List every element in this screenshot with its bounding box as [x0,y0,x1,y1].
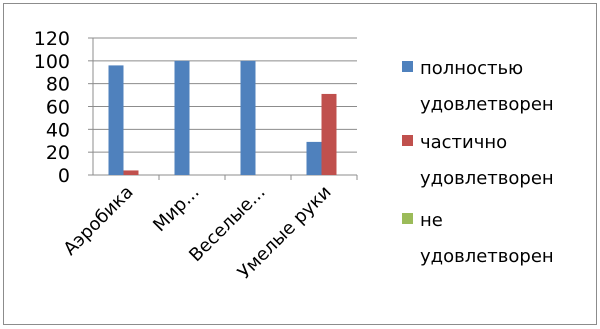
bar-2-1 [123,170,139,175]
legend-swatch-3 [402,213,413,224]
y-tick-label-80: 80 [46,74,70,96]
bar-1-3 [240,60,256,176]
legend-label-3-line-1: не [420,210,443,231]
legend-label-1-line-1: полностью [420,58,523,79]
y-tick-label-20: 20 [46,142,70,164]
legend-label-1-line-2: удовлетворен [420,94,554,115]
y-tick-label-100: 100 [34,51,70,73]
bar-2-4 [321,93,337,175]
y-tick-label-120: 120 [34,28,70,50]
y-tick-label-40: 40 [46,119,70,141]
category-label-1: Аэробика [60,182,138,260]
category-label-2: Мир... [149,182,203,236]
legend-label-2-line-2: удовлетворен [420,168,554,189]
chart-frame [3,3,597,325]
y-tick-label-60: 60 [46,97,70,119]
y-tick-label-0: 0 [58,165,70,187]
legend-swatch-1 [402,61,413,72]
bar-1-4 [306,141,322,175]
legend-label-2-line-1: частично [420,132,507,153]
legend-label-3-line-2: удовлетворен [420,246,554,267]
legend-swatch-2 [402,135,413,146]
bar-1-1 [108,65,124,175]
bar-1-2 [174,60,190,176]
